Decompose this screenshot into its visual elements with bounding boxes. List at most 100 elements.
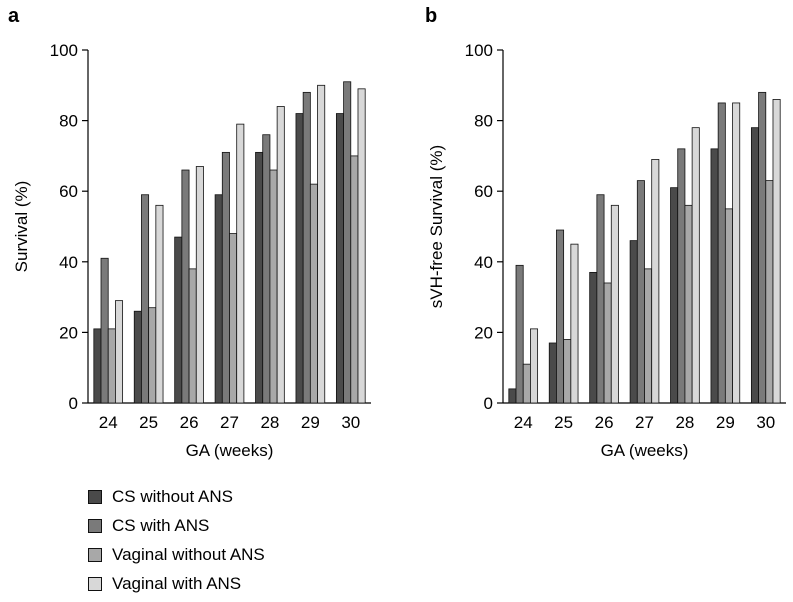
- y-axis-label: sVH-free Survival (%): [427, 145, 446, 308]
- legend-label: CS without ANS: [112, 486, 233, 506]
- x-tick-label: 29: [716, 413, 735, 432]
- bar: [100, 257, 109, 404]
- bar: [563, 339, 572, 404]
- y-axis-label: Survival (%): [12, 181, 31, 273]
- legend-swatch: [88, 518, 102, 533]
- bar: [629, 240, 638, 404]
- x-tick-label: 25: [139, 413, 158, 432]
- legend-swatch: [88, 547, 102, 562]
- bar: [765, 180, 774, 404]
- legend-item-vaginal-without-ans: Vaginal without ANS: [88, 540, 265, 569]
- bar: [309, 183, 318, 404]
- x-tick-label: 26: [180, 413, 199, 432]
- bar: [610, 204, 619, 404]
- x-tick-label: 28: [675, 413, 694, 432]
- bar: [148, 307, 157, 404]
- bar: [710, 148, 719, 404]
- bar: [302, 91, 311, 404]
- bar: [772, 99, 781, 404]
- bar: [556, 229, 565, 404]
- bar: [115, 300, 124, 404]
- bar: [214, 194, 223, 404]
- bar: [141, 194, 150, 404]
- bar: [229, 233, 238, 404]
- x-tick-label: 27: [635, 413, 654, 432]
- x-axis-label: GA (weeks): [186, 441, 274, 460]
- bar: [508, 388, 517, 404]
- legend-item-vaginal-with-ans: Vaginal with ANS: [88, 569, 265, 598]
- bar: [548, 342, 557, 404]
- bar: [603, 282, 612, 404]
- y-tick-label: 20: [474, 323, 493, 342]
- bar: [236, 123, 245, 404]
- legend-item-cs-with-ans: CS with ANS: [88, 511, 265, 540]
- y-tick-label: 80: [474, 112, 493, 131]
- bar: [93, 328, 102, 404]
- panel-letter: a: [8, 5, 20, 27]
- bar: [684, 204, 693, 404]
- bar: [350, 155, 359, 404]
- x-tick-label: 25: [554, 413, 573, 432]
- bar: [651, 159, 660, 404]
- bar: [357, 88, 366, 404]
- bar: [636, 180, 645, 404]
- bar: [530, 328, 539, 404]
- bar: [589, 271, 598, 404]
- bar: [570, 243, 579, 404]
- bar: [670, 187, 679, 404]
- bar: [269, 169, 278, 404]
- x-tick-label: 30: [341, 413, 360, 432]
- bar: [596, 194, 605, 404]
- bar: [174, 236, 183, 404]
- bar: [644, 268, 653, 404]
- y-tick-label: 100: [50, 41, 78, 60]
- bar: [295, 113, 304, 404]
- legend-label: Vaginal with ANS: [112, 573, 242, 593]
- bar: [317, 84, 326, 404]
- x-tick-label: 26: [595, 413, 614, 432]
- bar: [758, 91, 767, 404]
- bar: [181, 169, 190, 404]
- bar: [732, 102, 741, 404]
- x-tick-label: 27: [220, 413, 239, 432]
- y-tick-label: 0: [484, 394, 493, 413]
- bar: [221, 151, 230, 404]
- bar: [188, 268, 197, 404]
- y-tick-label: 60: [474, 182, 493, 201]
- legend-label: CS with ANS: [112, 515, 210, 535]
- y-tick-label: 40: [59, 253, 78, 272]
- y-tick-label: 40: [474, 253, 493, 272]
- y-tick-label: 100: [465, 41, 493, 60]
- bar: [515, 264, 524, 404]
- legend-swatch: [88, 489, 102, 504]
- bar: [335, 113, 344, 404]
- y-tick-label: 60: [59, 182, 78, 201]
- bar: [155, 204, 164, 404]
- x-tick-label: 28: [260, 413, 279, 432]
- x-tick-label: 24: [99, 413, 118, 432]
- bar: [691, 127, 700, 404]
- x-tick-label: 24: [514, 413, 533, 432]
- bar: [133, 310, 142, 404]
- legend-item-cs-without-ans: CS without ANS: [88, 482, 265, 511]
- bar: [195, 166, 204, 404]
- bar: [262, 134, 271, 404]
- x-tick-label: 29: [301, 413, 320, 432]
- bar: [107, 328, 116, 404]
- bar: [255, 151, 264, 404]
- legend: CS without ANS CS with ANS Vaginal witho…: [88, 482, 265, 598]
- bar: [677, 148, 686, 404]
- bar: [276, 106, 285, 404]
- legend-label: Vaginal without ANS: [112, 544, 265, 564]
- x-tick-label: 30: [756, 413, 775, 432]
- y-tick-label: 80: [59, 112, 78, 131]
- bar: [522, 363, 531, 404]
- x-axis-label: GA (weeks): [601, 441, 689, 460]
- y-tick-label: 20: [59, 323, 78, 342]
- bar: [724, 208, 733, 404]
- legend-swatch: [88, 576, 102, 591]
- bar: [750, 127, 759, 404]
- y-tick-label: 0: [69, 394, 78, 413]
- bar: [343, 81, 352, 404]
